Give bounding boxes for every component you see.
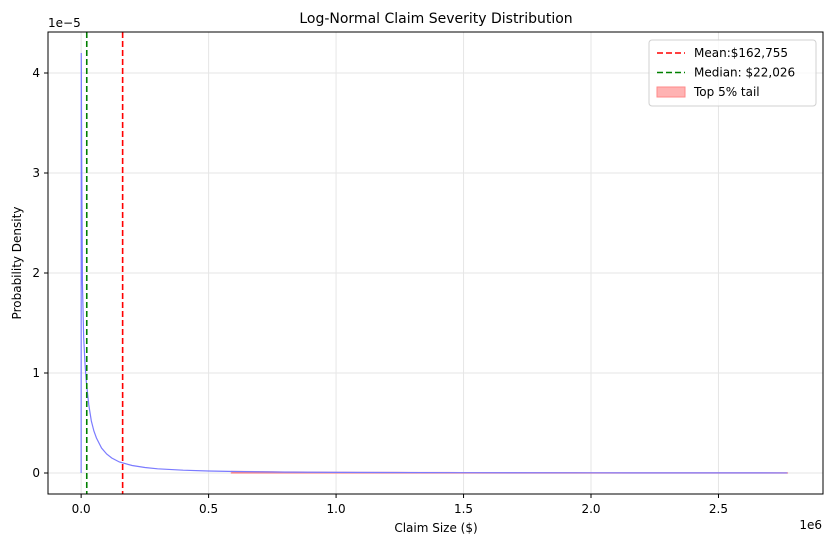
y-tick-label: 1 bbox=[32, 366, 40, 380]
y-axis-ticks: 0 1 2 3 4 bbox=[32, 66, 48, 480]
x-tick-label: 2.0 bbox=[581, 502, 600, 516]
x-tick-label: 1.0 bbox=[327, 502, 346, 516]
x-tick-label: 0.5 bbox=[199, 502, 218, 516]
y-tick-label: 3 bbox=[32, 166, 40, 180]
plot-frame bbox=[47, 31, 824, 495]
y-tick-label: 4 bbox=[32, 66, 40, 80]
x-axis-label: Claim Size ($) bbox=[394, 521, 477, 535]
pdf-curve bbox=[80, 52, 788, 474]
y-tick-label: 0 bbox=[32, 466, 40, 480]
legend-patch-swatch bbox=[656, 86, 686, 98]
chart-title: Log-Normal Claim Severity Distribution bbox=[299, 11, 572, 27]
reference-lines bbox=[85, 32, 124, 494]
legend-label: Top 5% tail bbox=[693, 85, 760, 99]
y-tick-label: 2 bbox=[32, 266, 40, 280]
legend-label: Median: $22,026 bbox=[694, 66, 795, 80]
grid-lines bbox=[48, 32, 823, 494]
pdf-line bbox=[80, 52, 788, 474]
legend-label: Mean:$162,755 bbox=[694, 46, 788, 60]
y-offset-label: 1e−5 bbox=[48, 16, 81, 30]
x-tick-label: 2.5 bbox=[709, 502, 728, 516]
legend: Mean:$162,755 Median: $22,026 Top 5% tail bbox=[648, 39, 817, 107]
x-axis-ticks: 0.0 0.5 1.0 1.5 2.0 2.5 bbox=[72, 494, 728, 516]
x-tick-label: 0.0 bbox=[72, 502, 91, 516]
y-axis-label: Probability Density bbox=[10, 207, 24, 320]
x-tick-label: 1.5 bbox=[454, 502, 473, 516]
legend-box bbox=[648, 39, 817, 107]
x-offset-label: 1e6 bbox=[799, 518, 822, 532]
